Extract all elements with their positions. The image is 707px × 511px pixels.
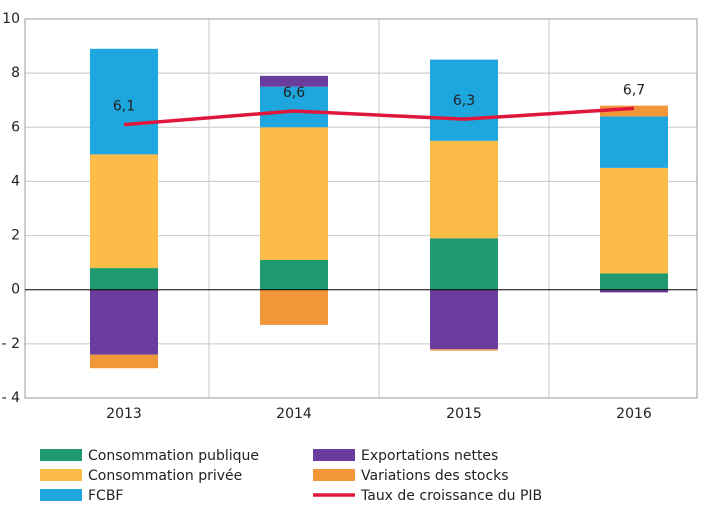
legend-swatch bbox=[40, 449, 82, 461]
bar bbox=[600, 289, 668, 293]
bar bbox=[430, 238, 498, 290]
legend-label: Taux de croissance du PIB bbox=[360, 488, 542, 504]
plot-frame bbox=[24, 18, 698, 399]
bar bbox=[260, 127, 328, 260]
bar bbox=[90, 48, 158, 155]
x-tick-label: 2014 bbox=[276, 406, 312, 422]
data-label: 6,6 bbox=[283, 85, 305, 101]
bar bbox=[260, 259, 328, 290]
legend-label: Consommation privée bbox=[88, 468, 242, 484]
y-tick-label: - 4 bbox=[2, 390, 21, 406]
bar bbox=[430, 140, 498, 239]
bar bbox=[90, 154, 158, 269]
data-label: 6,1 bbox=[113, 99, 135, 115]
bar bbox=[90, 268, 158, 290]
legend-swatch bbox=[313, 449, 355, 461]
legend-label: Consommation publique bbox=[88, 448, 259, 464]
data-label: 6,7 bbox=[623, 82, 645, 98]
bar bbox=[430, 59, 498, 141]
y-tick-label: - 2 bbox=[2, 336, 20, 352]
y-tick-label: 6 bbox=[11, 119, 20, 135]
bar bbox=[430, 349, 498, 351]
bar bbox=[430, 289, 498, 350]
bar bbox=[600, 116, 668, 168]
line bbox=[123, 106, 635, 127]
x-tick-label: 2016 bbox=[616, 406, 652, 422]
legend-label: Variations des stocks bbox=[361, 468, 509, 484]
bar bbox=[90, 354, 158, 369]
bar bbox=[260, 86, 328, 128]
data-label: 6,3 bbox=[453, 93, 475, 109]
x-tick-label: 2015 bbox=[446, 406, 482, 422]
y-tick-label: 4 bbox=[11, 173, 20, 189]
x-tick-label: 2013 bbox=[106, 406, 142, 422]
y-tick-label: 2 bbox=[11, 228, 20, 244]
legend-swatch bbox=[40, 489, 82, 501]
y-tick-label: 0 bbox=[11, 282, 20, 298]
bar bbox=[260, 289, 328, 325]
legend-label: Exportations nettes bbox=[361, 448, 498, 464]
bar bbox=[600, 167, 668, 274]
legend-label: FCBF bbox=[88, 488, 124, 504]
y-tick-label: 10 bbox=[2, 11, 20, 27]
legend-swatch bbox=[313, 469, 355, 481]
bar bbox=[600, 273, 668, 290]
y-tick-label: 8 bbox=[11, 65, 20, 81]
bar bbox=[260, 75, 328, 87]
bar bbox=[600, 105, 668, 117]
legend-swatch bbox=[40, 469, 82, 481]
bar bbox=[90, 289, 158, 355]
